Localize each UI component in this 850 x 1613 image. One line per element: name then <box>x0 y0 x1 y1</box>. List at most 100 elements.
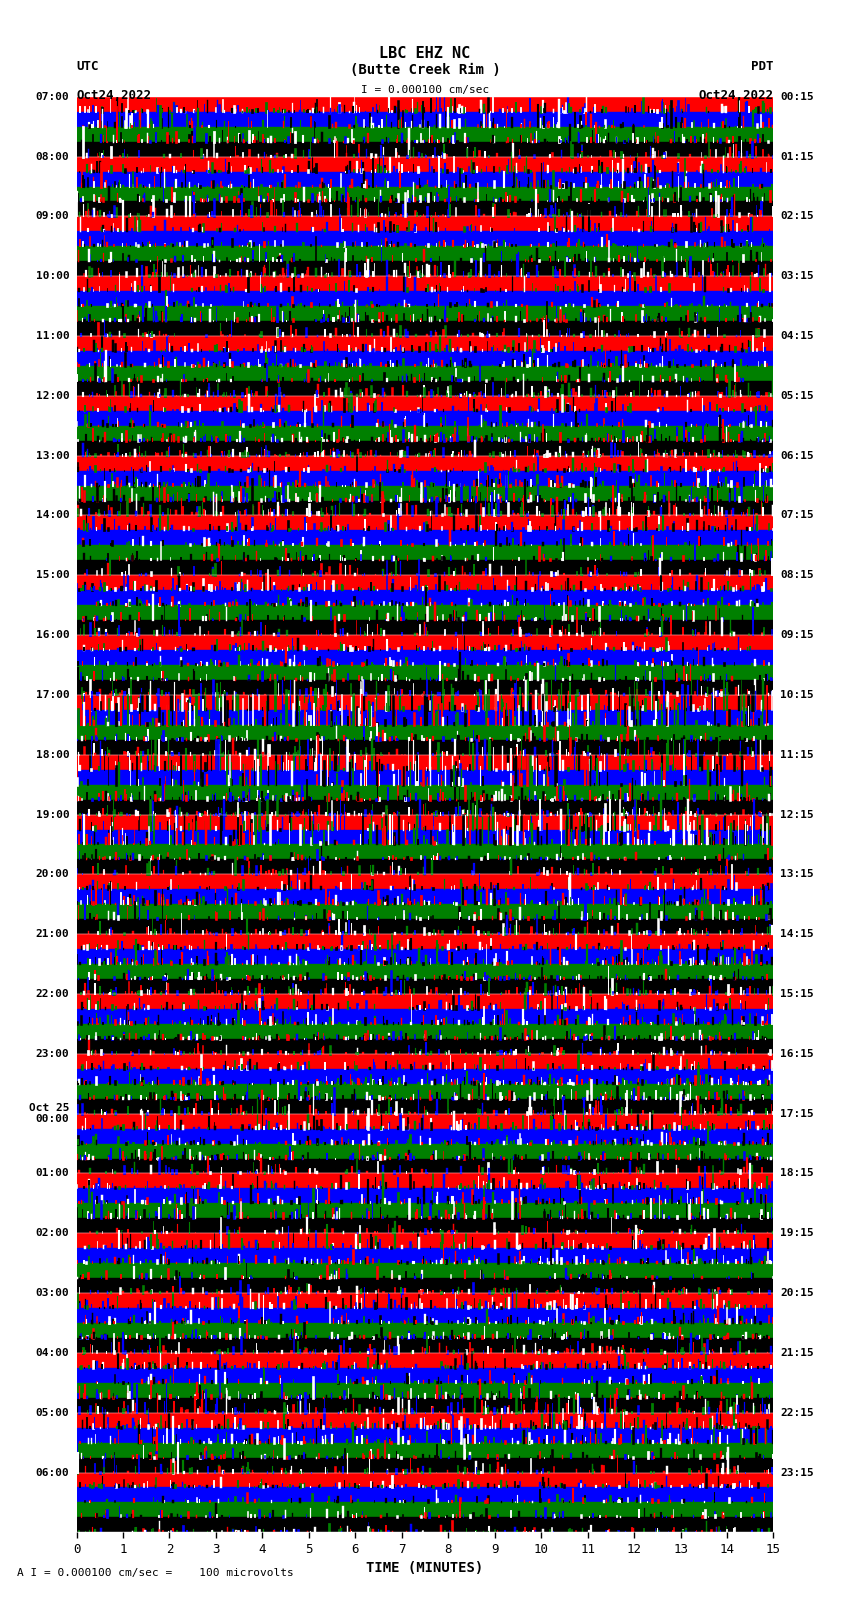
Bar <box>76 769 774 784</box>
Bar <box>76 1010 774 1024</box>
Bar <box>76 1382 774 1398</box>
Bar <box>76 352 774 366</box>
Bar <box>76 1353 774 1368</box>
Bar <box>76 576 774 590</box>
Text: 14:15: 14:15 <box>780 929 814 939</box>
Bar <box>76 695 774 710</box>
Text: 22:15: 22:15 <box>780 1408 814 1418</box>
Bar <box>76 800 774 815</box>
Bar <box>76 1113 774 1129</box>
Bar <box>76 471 774 486</box>
Text: 13:15: 13:15 <box>780 869 814 879</box>
Text: 23:00: 23:00 <box>36 1048 70 1058</box>
Bar <box>76 531 774 545</box>
Text: 05:00: 05:00 <box>36 1408 70 1418</box>
Bar <box>76 889 774 905</box>
Text: Oct 25
00:00: Oct 25 00:00 <box>29 1103 70 1124</box>
Bar <box>76 127 774 142</box>
Bar <box>76 1158 774 1174</box>
Bar <box>76 276 774 292</box>
Bar <box>76 1234 774 1248</box>
Text: 15:15: 15:15 <box>780 989 814 998</box>
Bar <box>76 231 774 247</box>
Bar <box>76 156 774 171</box>
Text: 12:00: 12:00 <box>36 390 70 402</box>
Text: 04:15: 04:15 <box>780 331 814 340</box>
Bar <box>76 1294 774 1308</box>
Bar <box>76 1263 774 1277</box>
Text: 19:00: 19:00 <box>36 810 70 819</box>
Bar <box>76 395 774 411</box>
Bar <box>76 111 774 127</box>
Text: 03:00: 03:00 <box>36 1289 70 1298</box>
Bar <box>76 97 774 111</box>
Bar <box>76 292 774 306</box>
Bar <box>76 1518 774 1532</box>
Text: 23:15: 23:15 <box>780 1468 814 1478</box>
Text: 00:15: 00:15 <box>780 92 814 102</box>
Bar <box>76 860 774 874</box>
Text: UTC: UTC <box>76 60 99 73</box>
Bar <box>76 1189 774 1203</box>
Bar <box>76 665 774 681</box>
Text: 15:00: 15:00 <box>36 571 70 581</box>
Bar <box>76 636 774 650</box>
Bar <box>76 366 774 381</box>
Bar <box>76 216 774 231</box>
Bar <box>76 1487 774 1502</box>
Bar <box>76 1174 774 1189</box>
Bar <box>76 411 774 426</box>
Text: 11:00: 11:00 <box>36 331 70 340</box>
Text: 02:00: 02:00 <box>36 1227 70 1239</box>
Bar <box>76 261 774 276</box>
Text: LBC EHZ NC: LBC EHZ NC <box>379 47 471 61</box>
Text: 13:00: 13:00 <box>36 450 70 461</box>
Bar <box>76 681 774 695</box>
Text: 16:00: 16:00 <box>36 631 70 640</box>
Bar <box>76 1398 774 1413</box>
Bar <box>76 1218 774 1234</box>
Bar <box>76 1129 774 1144</box>
Bar <box>76 919 774 934</box>
Text: 16:15: 16:15 <box>780 1048 814 1058</box>
Bar <box>76 560 774 576</box>
Bar <box>76 1053 774 1069</box>
Bar <box>76 1069 774 1084</box>
Bar <box>76 1039 774 1053</box>
Bar <box>76 142 774 156</box>
Text: 19:15: 19:15 <box>780 1227 814 1239</box>
Bar <box>76 1277 774 1294</box>
Text: PDT: PDT <box>751 60 774 73</box>
Bar <box>76 948 774 965</box>
Bar <box>76 1308 774 1323</box>
Text: 18:15: 18:15 <box>780 1168 814 1179</box>
Bar <box>76 590 774 605</box>
Bar <box>76 650 774 665</box>
Bar <box>76 1502 774 1518</box>
Bar <box>76 486 774 500</box>
Bar <box>76 934 774 948</box>
Text: 03:15: 03:15 <box>780 271 814 281</box>
Text: 01:00: 01:00 <box>36 1168 70 1179</box>
Bar <box>76 1144 774 1158</box>
Bar <box>76 874 774 889</box>
Bar <box>76 545 774 560</box>
Bar <box>76 605 774 619</box>
Text: 17:15: 17:15 <box>780 1108 814 1119</box>
Bar <box>76 1473 774 1487</box>
Text: 22:00: 22:00 <box>36 989 70 998</box>
Bar <box>76 1337 774 1353</box>
Text: 14:00: 14:00 <box>36 510 70 521</box>
Text: Oct24,2022: Oct24,2022 <box>699 89 774 102</box>
Bar <box>76 500 774 516</box>
Bar <box>76 336 774 352</box>
Bar <box>76 1203 774 1218</box>
Text: I = 0.000100 cm/sec: I = 0.000100 cm/sec <box>361 85 489 95</box>
Text: 07:00: 07:00 <box>36 92 70 102</box>
Bar <box>76 456 774 471</box>
Bar <box>76 321 774 336</box>
Text: 07:15: 07:15 <box>780 510 814 521</box>
Bar <box>76 1458 774 1473</box>
Bar <box>76 1413 774 1428</box>
Bar <box>76 710 774 724</box>
